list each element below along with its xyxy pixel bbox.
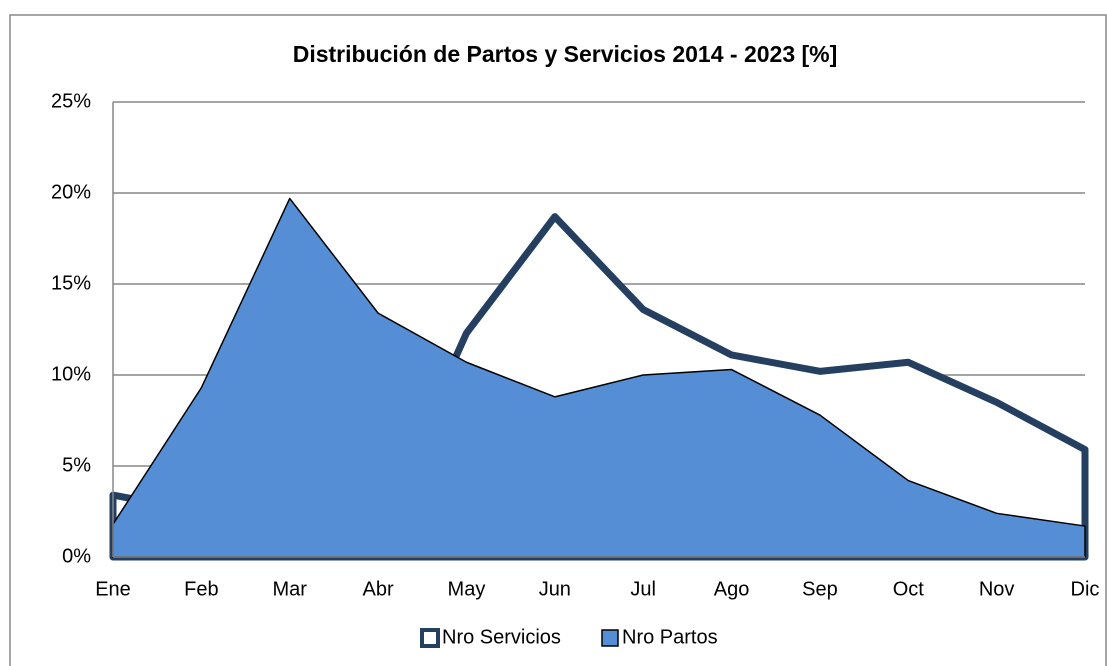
x-tick-label: Feb bbox=[184, 578, 218, 600]
x-tick-label: Dic bbox=[1071, 578, 1100, 600]
x-tick-label: Sep bbox=[802, 578, 838, 600]
x-tick-label: Ene bbox=[95, 578, 131, 600]
x-tick-label: Ago bbox=[714, 578, 750, 600]
area bbox=[112, 197, 1086, 558]
legend-label: Nro Partos bbox=[622, 626, 718, 648]
x-tick-label: Jun bbox=[539, 578, 571, 600]
x-tick-label: Mar bbox=[273, 578, 308, 600]
y-tick-label: 15% bbox=[51, 272, 91, 294]
y-tick-label: 5% bbox=[62, 454, 91, 476]
x-tick-label: Oct bbox=[893, 578, 925, 600]
y-tick-label: 10% bbox=[51, 363, 91, 385]
legend-label: Nro Servicios bbox=[442, 626, 561, 648]
x-tick-label: Abr bbox=[363, 578, 394, 600]
legend-swatch bbox=[420, 628, 440, 648]
y-tick-label: 0% bbox=[62, 545, 91, 567]
legend-swatch bbox=[601, 629, 619, 647]
y-tick-label: 25% bbox=[51, 90, 91, 112]
chart-title: Distribución de Partos y Servicios 2014 … bbox=[293, 41, 838, 67]
x-tick-label: May bbox=[448, 578, 486, 600]
x-tick-label: Nov bbox=[979, 578, 1015, 600]
x-tick-label: Jul bbox=[630, 578, 656, 600]
y-tick-label: 20% bbox=[51, 181, 91, 203]
